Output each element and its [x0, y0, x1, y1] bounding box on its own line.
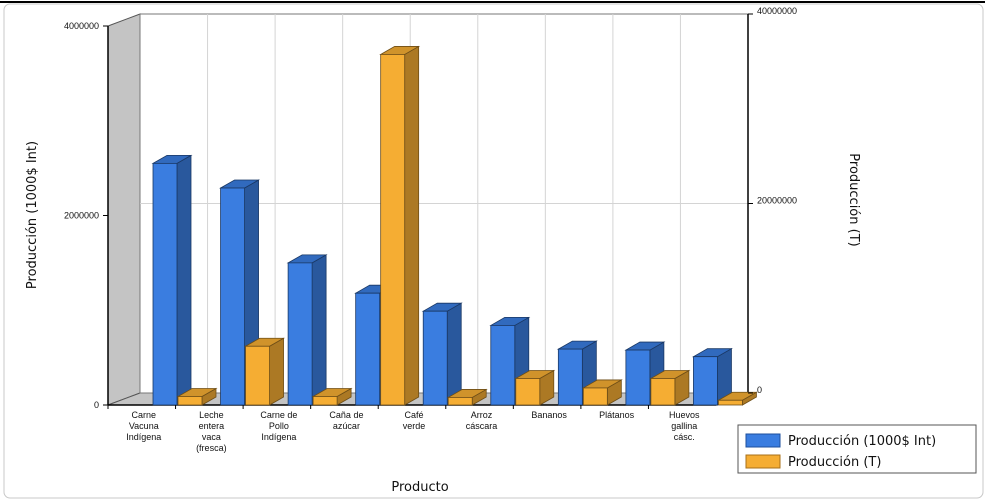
bar-series-2-7-front	[650, 378, 676, 406]
left-tick-label: 4000000	[64, 21, 99, 31]
bar-series-1-0-front	[152, 162, 178, 406]
bar-series-2-2[interactable]	[311, 387, 353, 406]
bar-series-2-4-front	[447, 397, 473, 406]
category-label: Caña de azúcar	[329, 410, 363, 431]
bar-series-2-3-front	[380, 54, 406, 406]
category-label: Arroz cáscara	[466, 410, 498, 431]
bar-series-1-4-front	[422, 310, 448, 406]
legend[interactable]: Producción (1000$ Int) Producción (T)	[737, 424, 977, 474]
bar-series-2-2-front	[312, 396, 338, 406]
bar-series-1-0[interactable]	[151, 154, 193, 406]
bar-series-1-2-side	[311, 254, 327, 406]
bar-series-1-3-front	[355, 292, 381, 406]
category-label: Leche entera vaca (fresca)	[196, 410, 227, 453]
category-label: Plátanos	[599, 410, 635, 420]
bar-series-1-7-front	[625, 349, 651, 406]
bar-series-1-4-side	[446, 302, 462, 406]
x-axis-title: Producto	[391, 480, 448, 495]
bar-series-1-1-front	[220, 187, 245, 406]
category-label: Café verde	[403, 410, 426, 431]
bar-series-1-2[interactable]	[286, 254, 328, 406]
bar-series-2-8[interactable]	[716, 391, 758, 406]
left-wall	[107, 13, 141, 406]
bar-series-1-8-front	[693, 356, 718, 406]
category-label: Carne Vacuna Indígena	[126, 410, 161, 442]
bar-series-1-6-front	[557, 348, 583, 406]
left-tick-label: 0	[94, 400, 99, 410]
bar-series-2-4[interactable]	[446, 388, 488, 406]
bar-series-2-6[interactable]	[581, 379, 623, 406]
category-labels: Carne Vacuna Indígena Leche entera vaca (fresc…	[107, 405, 700, 453]
bar-series-2-0[interactable]	[176, 387, 218, 406]
bar-series-2-0-front	[177, 396, 203, 406]
y-axis-title-right: Producción (T)	[846, 153, 861, 246]
bar-series-1-4[interactable]	[421, 302, 463, 406]
category-label: Bananos	[531, 410, 567, 420]
bar-series-2-6-front	[582, 387, 608, 406]
y-axis-title-left: Producción (1000$ Int)	[25, 141, 40, 289]
right-tick-label: 40000000	[757, 6, 797, 16]
bar-series-1-2-front	[287, 262, 313, 406]
bar-series-2-5[interactable]	[514, 369, 556, 406]
category-label: Carne de Pollo Indígena	[260, 410, 297, 442]
legend-swatch-series-2	[745, 454, 781, 469]
category-label: Huevos gallina cásc.	[669, 410, 700, 442]
right-tick-label: 0	[757, 385, 762, 395]
bar-series-2-3-side	[404, 45, 420, 406]
bar-series-2-1-front	[245, 345, 270, 406]
legend-swatch-series-1	[745, 433, 781, 448]
bar-series-2-8-front	[718, 399, 743, 406]
bar-series-2-5-front	[515, 378, 541, 406]
bar-series-2-3[interactable]	[379, 45, 421, 406]
bar-series-1-5-front	[490, 325, 516, 406]
bars	[151, 45, 758, 406]
legend-label-series-1: Producción (1000$ Int)	[788, 434, 936, 449]
bar-series-2-1[interactable]	[244, 337, 286, 406]
bar-series-2-7[interactable]	[649, 369, 691, 406]
bar-series-2-1-side	[269, 337, 284, 406]
right-tick-label: 20000000	[757, 196, 797, 206]
legend-label-series-2: Producción (T)	[788, 455, 881, 470]
left-tick-label: 2000000	[64, 211, 99, 221]
bar-series-1-0-side	[176, 154, 192, 406]
